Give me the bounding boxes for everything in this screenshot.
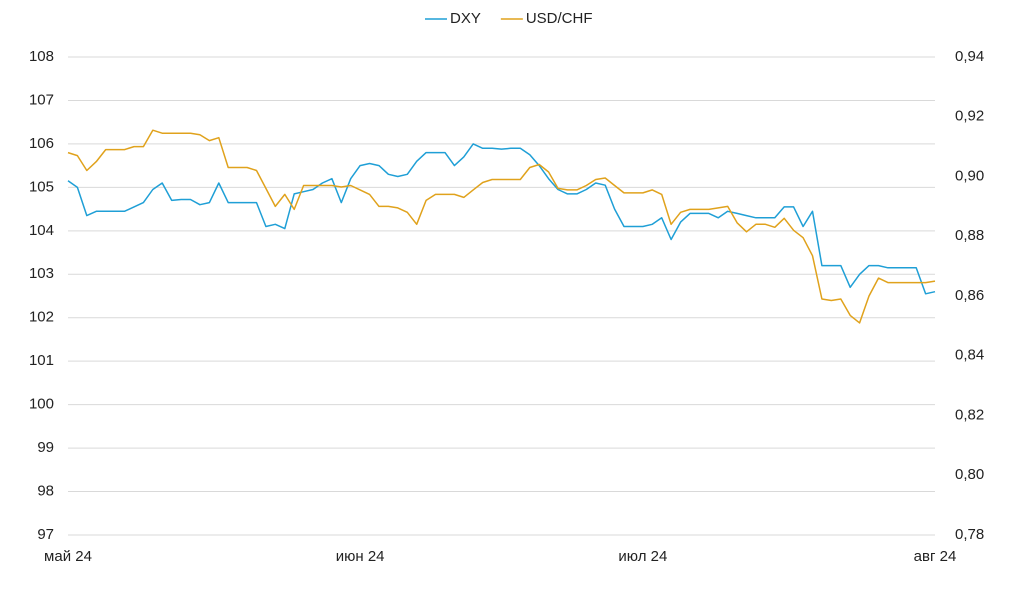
x-tick-label: авг 24	[914, 548, 957, 565]
y-tick-label: 101	[29, 352, 54, 369]
y2-tick-label: 0,82	[955, 406, 984, 423]
y2-tick-label: 0,86	[955, 287, 984, 304]
y-tick-label: 105	[29, 178, 54, 195]
y2-tick-label: 0,84	[955, 347, 984, 364]
y2-tick-label: 0,94	[955, 48, 984, 65]
y2-tick-label: 0,80	[955, 466, 984, 483]
y2-tick-label: 0,88	[955, 227, 984, 244]
y-tick-label: 102	[29, 309, 54, 326]
y-tick-label: 97	[37, 526, 54, 543]
legend-label: USD/CHF	[526, 10, 593, 27]
y-tick-label: 108	[29, 48, 54, 65]
y-tick-label: 100	[29, 396, 54, 413]
legend-label: DXY	[450, 10, 481, 27]
y-tick-label: 99	[37, 439, 54, 456]
series-line	[67, 143, 936, 295]
y-tick-label: 107	[29, 91, 54, 108]
x-tick-label: июн 24	[336, 548, 385, 565]
y2-tick-label: 0,78	[955, 526, 984, 543]
y2-tick-label: 0,92	[955, 108, 984, 125]
x-tick-label: июл 24	[618, 548, 667, 565]
y-tick-label: 104	[29, 222, 54, 239]
y-tick-label: 103	[29, 265, 54, 282]
y2-tick-label: 0,90	[955, 167, 984, 184]
x-tick-label: май 24	[44, 548, 92, 565]
series-line	[67, 129, 936, 324]
y-tick-label: 98	[37, 483, 54, 500]
y-tick-label: 106	[29, 135, 54, 152]
